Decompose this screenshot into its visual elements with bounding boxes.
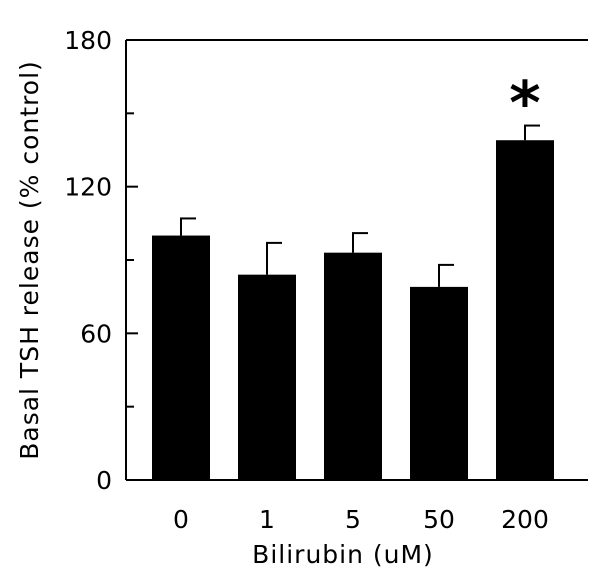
axes: 0 1 5 50 200 0 60 120 180 xyxy=(64,26,588,534)
bar-5 xyxy=(324,252,382,480)
error-bars xyxy=(180,124,540,287)
axis-labels: Basal TSH release (% control) Bilirubin … xyxy=(15,60,434,569)
bars xyxy=(152,140,554,480)
y-tick-label-120: 120 xyxy=(64,173,112,202)
bar-0 xyxy=(152,235,210,480)
x-tick-label-0: 0 xyxy=(173,505,189,534)
x-tick-label-5: 5 xyxy=(345,505,361,534)
x-axis-label: Bilirubin (uM) xyxy=(252,540,434,569)
x-tick-label-1: 1 xyxy=(259,505,275,534)
bar-1 xyxy=(238,274,296,480)
y-tick-label-60: 60 xyxy=(80,319,112,348)
y-axis-label: Basal TSH release (% control) xyxy=(15,60,44,460)
bar-200 xyxy=(496,140,554,480)
bar-50 xyxy=(410,286,468,480)
significance-asterisk: * xyxy=(509,69,540,139)
y-tick-label-0: 0 xyxy=(96,466,112,495)
x-tick-label-50: 50 xyxy=(423,505,455,534)
y-tick-label-180: 180 xyxy=(64,26,112,55)
annotations: * xyxy=(509,69,540,139)
x-tick-label-200: 200 xyxy=(501,505,549,534)
